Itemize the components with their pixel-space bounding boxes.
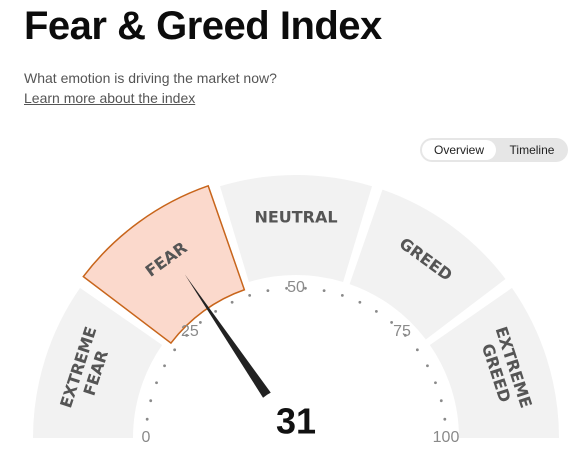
- page-subtitle: What emotion is driving the market now?: [24, 70, 277, 86]
- scale-dot: [198, 321, 202, 324]
- scale-dot: [173, 348, 177, 352]
- page-title: Fear & Greed Index: [24, 4, 382, 48]
- scale-dot: [443, 417, 447, 421]
- scale-dot: [266, 289, 270, 293]
- scale-dot: [285, 286, 288, 290]
- needle-pointer: [184, 274, 278, 408]
- view-toggle: Overview Timeline: [420, 138, 568, 162]
- scale-dot: [415, 348, 419, 352]
- gauge-scale-dots: [145, 286, 447, 421]
- scale-label-0: 0: [142, 429, 151, 446]
- scale-dot: [214, 309, 218, 313]
- gauge-needle: [184, 274, 278, 408]
- gauge-segment-label-neutral: NEUTRAL: [254, 208, 337, 227]
- gauge-segment-greed: [349, 189, 506, 340]
- scale-dot: [439, 399, 443, 403]
- gauge-scale-labels: 0 25 50 75 100: [142, 279, 460, 446]
- scale-dot: [374, 309, 378, 313]
- scale-dot: [230, 300, 234, 304]
- scale-dot: [163, 364, 166, 368]
- scale-dot: [185, 333, 189, 337]
- timeline-toggle-button[interactable]: Timeline: [509, 143, 555, 157]
- gauge-hub: [244, 386, 348, 471]
- scale-label-100: 100: [433, 429, 460, 446]
- learn-more-link[interactable]: Learn more about the index: [24, 90, 196, 106]
- scale-dot: [322, 289, 326, 293]
- scale-dot: [426, 364, 429, 368]
- scale-dot: [340, 293, 344, 297]
- scale-dot: [155, 381, 158, 385]
- scale-label-25: 25: [181, 323, 199, 340]
- scale-dot: [145, 417, 149, 421]
- scale-dot: [248, 293, 252, 297]
- scale-dot: [358, 300, 362, 304]
- segment-label-line-1: NEUTRAL: [254, 208, 337, 227]
- gauge-segment-extreme-fear: [33, 287, 163, 438]
- scale-label-75: 75: [393, 323, 411, 340]
- scale-dot: [434, 381, 437, 385]
- gauge-segment-extreme-greed: [429, 287, 559, 438]
- scale-dot: [304, 286, 307, 290]
- scale-dot: [403, 333, 407, 337]
- gauge-value: 31: [276, 401, 316, 442]
- scale-label-50: 50: [287, 279, 305, 296]
- overview-toggle-button[interactable]: Overview: [422, 140, 496, 160]
- scale-dot: [390, 321, 394, 324]
- scale-dot: [149, 399, 153, 403]
- gauge-segment-neutral: [219, 175, 373, 282]
